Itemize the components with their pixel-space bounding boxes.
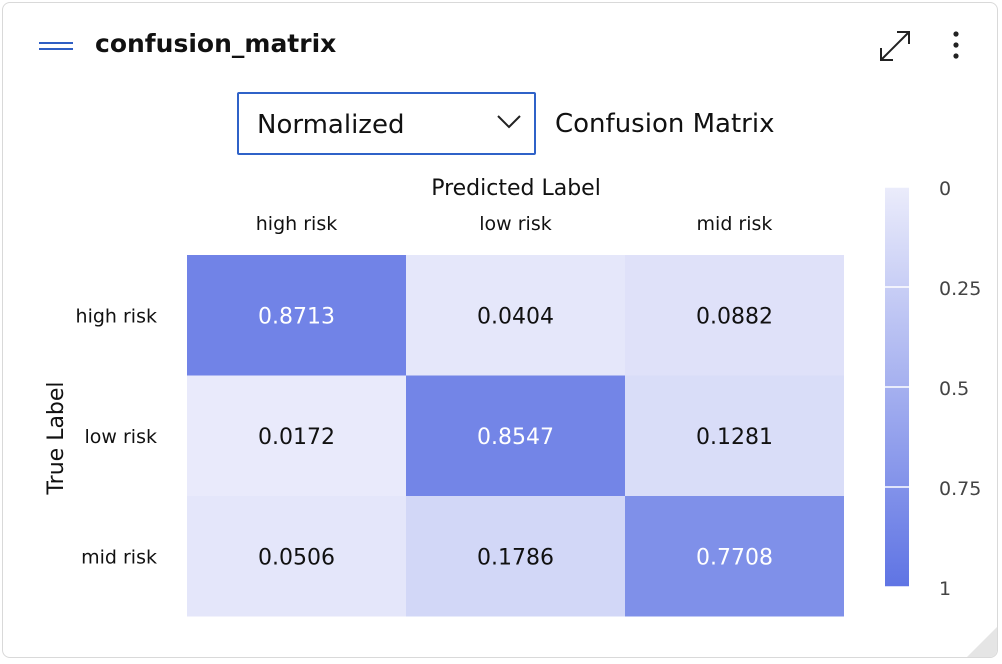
cell-value-label: 0.7708	[696, 545, 773, 570]
x-tick-label: low risk	[479, 213, 551, 235]
heatmap-cell	[187, 496, 406, 617]
heatmap-cell	[187, 255, 406, 376]
cell-value-label: 0.8547	[477, 425, 554, 450]
y-tick-label: high risk	[76, 305, 157, 327]
chevron-down-icon	[497, 115, 521, 129]
colorbar-tick-label: 0.25	[939, 278, 981, 300]
colorbar-tick-label: 0.75	[939, 478, 981, 500]
x-axis-title: Predicted Label	[431, 176, 601, 201]
confusion-matrix-heatmap: Predicted Label True Label 0.8713 0.0404 0…	[44, 176, 981, 617]
cell-value-label: 0.1281	[696, 425, 773, 450]
y-axis-title: True Label	[44, 381, 69, 495]
heatmap-cell	[406, 496, 625, 617]
view-mode-select-value: Normalized	[257, 110, 405, 140]
expand-icon[interactable]	[878, 29, 912, 63]
cell-value-label: 0.0882	[696, 304, 773, 329]
heatmap-cell	[625, 375, 844, 496]
colorbar-tick-label: 0.5	[939, 378, 969, 400]
y-tick-label: low risk	[85, 426, 157, 448]
resize-grip-icon[interactable]	[967, 627, 997, 657]
x-tick-label: high risk	[256, 213, 337, 235]
y-tick-label: mid risk	[81, 546, 157, 568]
hamburger-menu-icon[interactable]	[39, 39, 73, 53]
more-vertical-icon[interactable]	[943, 29, 969, 63]
heatmap-cell	[625, 496, 844, 617]
chart-title: Confusion Matrix	[555, 109, 775, 139]
cell-value-label: 0.1786	[477, 545, 554, 570]
heatmap-cell	[406, 255, 625, 376]
x-tick-label: mid risk	[697, 213, 773, 235]
heatmap-cell	[187, 375, 406, 496]
cell-value-label: 0.0172	[258, 425, 335, 450]
colorbar-tick-label: 0	[939, 178, 951, 200]
cell-value-label: 0.0404	[477, 304, 554, 329]
widget-title: confusion_matrix	[95, 29, 337, 58]
cell-value-label: 0.8713	[258, 304, 335, 329]
view-mode-select[interactable]: Normalized	[237, 92, 536, 155]
cell-value-label: 0.0506	[258, 545, 335, 570]
heatmap-cell	[625, 255, 844, 376]
heatmap-cell	[406, 375, 625, 496]
colorbar-tick-label: 1	[939, 578, 951, 600]
